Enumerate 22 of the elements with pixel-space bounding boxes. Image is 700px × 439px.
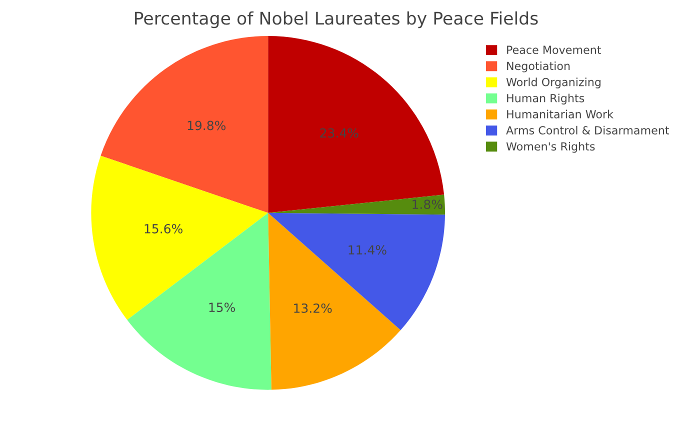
pie-slice xyxy=(268,36,444,213)
chart-title: Percentage of Nobel Laureates by Peace Fields xyxy=(135,11,538,28)
pie-slice xyxy=(268,212,401,390)
pie-slice xyxy=(100,36,268,213)
pie-slice xyxy=(268,194,446,215)
legend-label: World Organizing xyxy=(506,78,600,88)
data-label: 11.4% xyxy=(348,245,386,255)
legend-label: Humanitarian Work xyxy=(507,110,614,118)
data-label: 19.8% xyxy=(188,120,226,130)
data-label: 15% xyxy=(209,302,235,312)
data-label: 1.8% xyxy=(412,200,442,210)
legend-label: Human Rights xyxy=(507,94,584,104)
legend-label: Arms Control & Disarmament xyxy=(506,126,670,134)
pie-slice xyxy=(91,156,268,320)
data-label: 13.2% xyxy=(294,303,332,313)
pie-slice xyxy=(268,212,446,330)
data-label: 15.6% xyxy=(144,224,182,234)
pie-slice xyxy=(127,212,272,390)
legend-label: Women's Rights xyxy=(506,142,595,153)
data-label: 23.4% xyxy=(320,128,358,138)
legend-label: Negotiation xyxy=(507,62,570,72)
legend-label: Peace Movement xyxy=(507,46,602,54)
